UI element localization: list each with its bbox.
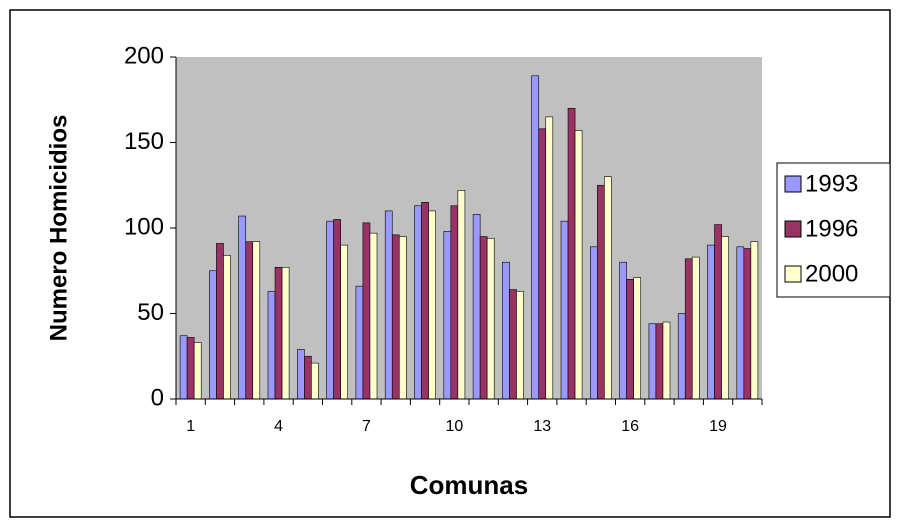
bar bbox=[721, 236, 729, 400]
bar bbox=[648, 323, 657, 400]
bar bbox=[457, 190, 466, 400]
x-tick-label: 19 bbox=[709, 418, 727, 435]
bar bbox=[223, 255, 231, 400]
bar bbox=[362, 222, 371, 400]
y-axis-title: Numero Homicidios bbox=[45, 115, 72, 342]
bar bbox=[450, 205, 459, 400]
x-tick-label: 16 bbox=[621, 418, 639, 435]
bar bbox=[684, 258, 693, 400]
bar bbox=[655, 323, 664, 400]
bar bbox=[750, 241, 759, 400]
bar bbox=[472, 214, 481, 400]
bar bbox=[311, 362, 319, 400]
bar bbox=[574, 130, 583, 400]
bar bbox=[662, 321, 671, 400]
bar bbox=[274, 267, 283, 400]
bar bbox=[567, 108, 576, 400]
plot-area bbox=[176, 57, 762, 399]
legend-swatch bbox=[784, 175, 802, 193]
bar bbox=[398, 236, 407, 400]
bar bbox=[414, 205, 422, 400]
bar bbox=[252, 241, 261, 400]
bar bbox=[333, 219, 341, 400]
bar bbox=[340, 244, 348, 400]
y-tick-label: 200 bbox=[124, 42, 164, 69]
bar bbox=[326, 220, 334, 400]
legend-swatch bbox=[784, 220, 802, 238]
legend-label: 1996 bbox=[805, 215, 858, 242]
x-tick-label: 10 bbox=[445, 418, 463, 435]
y-tick-label: 150 bbox=[124, 128, 164, 155]
bar bbox=[304, 355, 312, 400]
bar bbox=[633, 277, 641, 400]
bar bbox=[545, 116, 554, 400]
bar bbox=[209, 270, 217, 400]
bar bbox=[509, 289, 517, 400]
bar bbox=[714, 224, 722, 400]
bar bbox=[486, 237, 495, 400]
legend-label: 2000 bbox=[805, 260, 858, 287]
bar bbox=[691, 256, 700, 400]
bar bbox=[560, 220, 569, 400]
x-tick-label: 13 bbox=[533, 418, 551, 435]
bar bbox=[443, 231, 452, 400]
bar bbox=[297, 349, 305, 400]
x-axis-title: Comunas bbox=[410, 470, 528, 500]
bar bbox=[597, 184, 605, 400]
bar bbox=[538, 128, 547, 400]
bar bbox=[736, 246, 745, 400]
bar bbox=[384, 210, 393, 400]
bar bbox=[355, 285, 364, 400]
bar bbox=[391, 234, 400, 400]
x-tick-label: 1 bbox=[186, 418, 195, 435]
bar bbox=[238, 215, 247, 400]
bar bbox=[428, 210, 436, 400]
y-tick-label: 50 bbox=[137, 299, 164, 326]
bar bbox=[216, 243, 224, 400]
bar bbox=[516, 290, 524, 400]
y-tick-label: 0 bbox=[151, 384, 164, 411]
bar bbox=[186, 337, 195, 400]
bar bbox=[421, 202, 429, 400]
bar bbox=[193, 342, 202, 400]
y-tick-label: 100 bbox=[124, 213, 164, 240]
x-tick-label: 4 bbox=[274, 418, 283, 435]
bar bbox=[281, 267, 290, 400]
bar bbox=[619, 261, 627, 400]
bar bbox=[604, 176, 612, 400]
bar bbox=[590, 246, 598, 400]
bar bbox=[245, 241, 254, 400]
x-tick-label: 7 bbox=[362, 418, 371, 435]
bar bbox=[369, 232, 378, 400]
bar bbox=[707, 244, 715, 400]
legend-label: 1993 bbox=[805, 170, 858, 197]
bar bbox=[479, 236, 488, 400]
bar bbox=[179, 335, 188, 400]
legend-swatch bbox=[784, 265, 802, 283]
bar bbox=[677, 313, 686, 400]
bar bbox=[502, 261, 510, 400]
bar bbox=[531, 75, 540, 400]
bar bbox=[743, 248, 752, 400]
bar bbox=[267, 290, 276, 400]
bar bbox=[626, 278, 634, 400]
